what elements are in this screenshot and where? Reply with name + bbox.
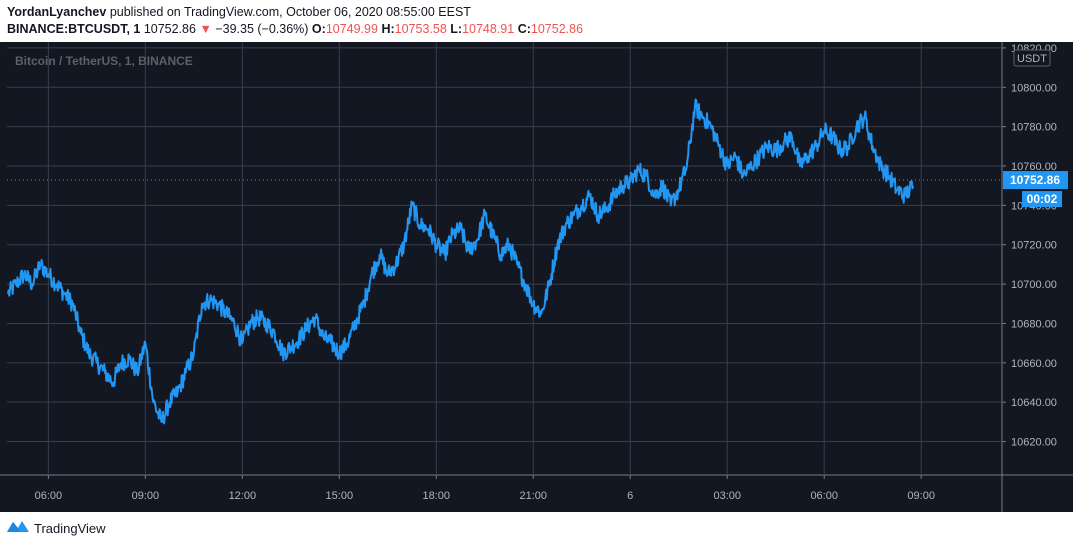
- publish-info: YordanLyanchev published on TradingView.…: [7, 5, 471, 19]
- low-label: L:: [450, 22, 463, 36]
- y-tick-label: 10660.00: [1011, 358, 1057, 370]
- x-tick-label: 03:00: [713, 490, 741, 502]
- x-tick-label: 18:00: [423, 490, 451, 502]
- x-tick-label: 09:00: [907, 490, 935, 502]
- low-value: 10748.91: [462, 22, 515, 36]
- y-tick-label: 10800.00: [1011, 82, 1057, 94]
- x-tick-label: 06:00: [35, 490, 63, 502]
- y-tick-label: 10720.00: [1011, 240, 1057, 252]
- brand-name[interactable]: TradingView: [34, 521, 106, 536]
- close-value: 10752.86: [530, 22, 584, 36]
- chart-watermark: Bitcoin / TetherUS, 1, BINANCE: [15, 54, 193, 68]
- grid-lines: [0, 42, 1073, 512]
- y-tick-label: 10680.00: [1011, 318, 1057, 330]
- author-name[interactable]: YordanLyanchev: [7, 5, 107, 19]
- last-price: 10752.86: [143, 22, 196, 36]
- down-arrow-icon: ▼: [199, 22, 212, 36]
- tradingview-logo-icon: [7, 521, 29, 532]
- price-series-line: [7, 98, 915, 425]
- x-tick-label: 15:00: [326, 490, 354, 502]
- y-tick-label: 10700.00: [1011, 279, 1057, 291]
- high-label: H:: [381, 22, 395, 36]
- open-label: O:: [311, 22, 326, 36]
- y-tick-label: 10780.00: [1011, 122, 1057, 134]
- currency-tag: USDT: [1013, 49, 1051, 67]
- x-tick-label: 6: [627, 490, 633, 502]
- x-tick-label: 09:00: [132, 490, 160, 502]
- symbol-label[interactable]: BINANCE:BTCUSDT, 1: [7, 22, 141, 36]
- currency-label: USDT: [1017, 53, 1047, 65]
- x-tick-label: 21:00: [520, 490, 548, 502]
- ohlc-legend: BINANCE:BTCUSDT, 1 10752.86 ▼ −39.35 (−0…: [7, 22, 583, 36]
- footer: TradingView: [0, 512, 1073, 547]
- x-tick-label: 06:00: [810, 490, 838, 502]
- time-axis[interactable]: 06:00 09:00 12:00 15:00 18:00 21:00 6 03:00 06:0…: [35, 475, 935, 502]
- high-value: 10753.58: [394, 22, 447, 36]
- y-tick-label: 10620.00: [1011, 437, 1057, 449]
- price-axis[interactable]: 10620.00 10640.00 10660.00 10680.00 10700.00…: [1002, 43, 1057, 449]
- last-price-label: 10752.86: [1010, 173, 1060, 187]
- published-text: published on TradingView.com, October 06…: [109, 5, 471, 19]
- price-chart[interactable]: Bitcoin / TetherUS, 1, BINANCE 10620.001…: [0, 42, 1073, 512]
- x-tick-label: 12:00: [229, 490, 257, 502]
- last-price-tag: 10752.86 00:02: [1003, 171, 1068, 208]
- y-tick-label: 10760.00: [1011, 161, 1057, 173]
- price-change: −39.35 (−0.36%): [215, 22, 309, 36]
- chart-background: [0, 42, 1073, 512]
- chart-header: YordanLyanchev published on TradingView.…: [0, 0, 1073, 42]
- close-label: C:: [517, 22, 531, 36]
- countdown-label: 00:02: [1027, 192, 1058, 206]
- y-tick-label: 10640.00: [1011, 397, 1057, 409]
- open-value: 10749.99: [325, 22, 378, 36]
